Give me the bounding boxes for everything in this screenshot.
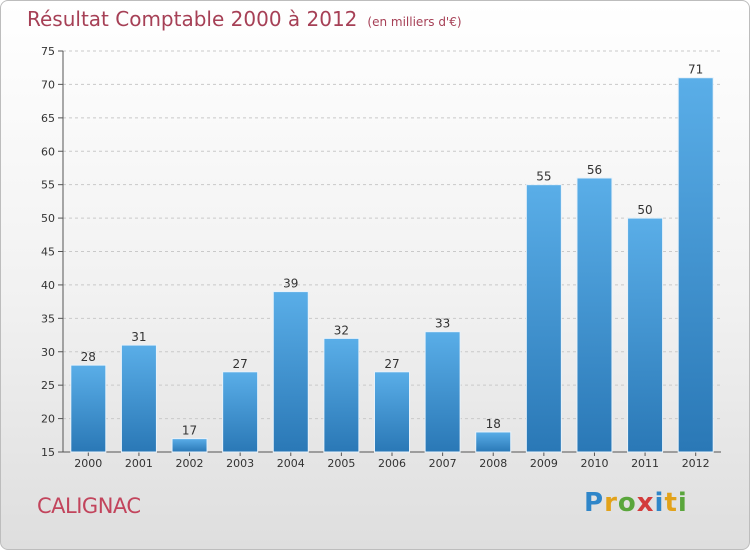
bar-2008 — [475, 431, 512, 453]
logo-letter: i — [677, 488, 688, 518]
y-tick-label: 50 — [41, 212, 55, 225]
x-tick-label: 2004 — [277, 457, 305, 470]
y-tick-label: 70 — [41, 78, 55, 91]
bar-2007 — [424, 331, 461, 453]
bar-2000 — [70, 364, 107, 453]
data-label: 71 — [688, 63, 703, 77]
logo-letter: x — [636, 488, 655, 518]
data-label: 17 — [182, 424, 197, 438]
x-tick-label: 2002 — [176, 457, 204, 470]
x-tick-label: 2012 — [682, 457, 710, 470]
data-label: 56 — [587, 163, 602, 177]
chart-title: Résultat Comptable 2000 à 2012 (en millie… — [27, 7, 462, 31]
chart-unit-label: (en milliers d'€) — [367, 15, 462, 29]
data-label: 33 — [435, 317, 450, 331]
x-tick-label: 2008 — [479, 457, 507, 470]
x-tick-label: 2003 — [226, 457, 254, 470]
data-label: 55 — [536, 170, 551, 184]
x-tick-label: 2010 — [580, 457, 608, 470]
x-tick-label: 2011 — [631, 457, 659, 470]
bar-2003 — [222, 371, 259, 453]
bar-2006 — [374, 371, 410, 453]
data-label: 18 — [486, 417, 501, 431]
data-label: 27 — [384, 357, 399, 371]
bar-2005 — [323, 337, 360, 453]
y-tick-label: 60 — [41, 145, 55, 158]
data-label: 27 — [233, 357, 248, 371]
logo-letter: t — [664, 488, 678, 518]
x-tick-label: 2007 — [429, 457, 457, 470]
x-tick-label: 2006 — [378, 457, 406, 470]
x-tick-label: 2000 — [74, 457, 102, 470]
y-tick-label: 65 — [41, 112, 55, 125]
commune-name: CALIGNAC — [37, 494, 141, 518]
y-tick-label: 20 — [41, 413, 55, 426]
data-label: 28 — [81, 350, 96, 364]
bar-2012 — [677, 77, 714, 453]
y-tick-label: 30 — [41, 346, 55, 359]
bar-2002 — [171, 438, 208, 453]
logo-letter: i — [654, 488, 665, 518]
logo-letter: r — [604, 488, 618, 518]
x-tick-label: 2005 — [327, 457, 355, 470]
y-tick-label: 40 — [41, 279, 55, 292]
x-tick-label: 2009 — [530, 457, 558, 470]
x-tick-label: 2001 — [125, 457, 153, 470]
bar-2004 — [272, 291, 309, 453]
bar-2009 — [525, 184, 562, 453]
data-label: 39 — [283, 277, 298, 291]
data-label: 32 — [334, 323, 349, 337]
y-tick-label: 45 — [41, 246, 55, 259]
y-tick-label: 15 — [41, 446, 55, 459]
y-tick-label: 75 — [41, 45, 55, 58]
logo-letter: o — [617, 488, 637, 518]
chart-title-text: Résultat Comptable 2000 à 2012 — [27, 7, 358, 31]
proxiti-logo: Proxiti — [584, 488, 688, 518]
bar-2001 — [120, 344, 157, 453]
data-label: 50 — [637, 203, 652, 217]
logo-letter: P — [584, 488, 605, 518]
bar-2011 — [627, 217, 664, 453]
bar-2010 — [576, 177, 613, 453]
data-label: 31 — [131, 330, 146, 344]
y-tick-label: 25 — [41, 379, 55, 392]
labels: 15 20 25 30 35 40 45 50 55 60 65 70 75 28 2000 31 2001 17… — [41, 45, 710, 470]
y-tick-label: 55 — [41, 179, 55, 192]
bars — [70, 77, 714, 453]
y-tick-label: 35 — [41, 312, 55, 325]
